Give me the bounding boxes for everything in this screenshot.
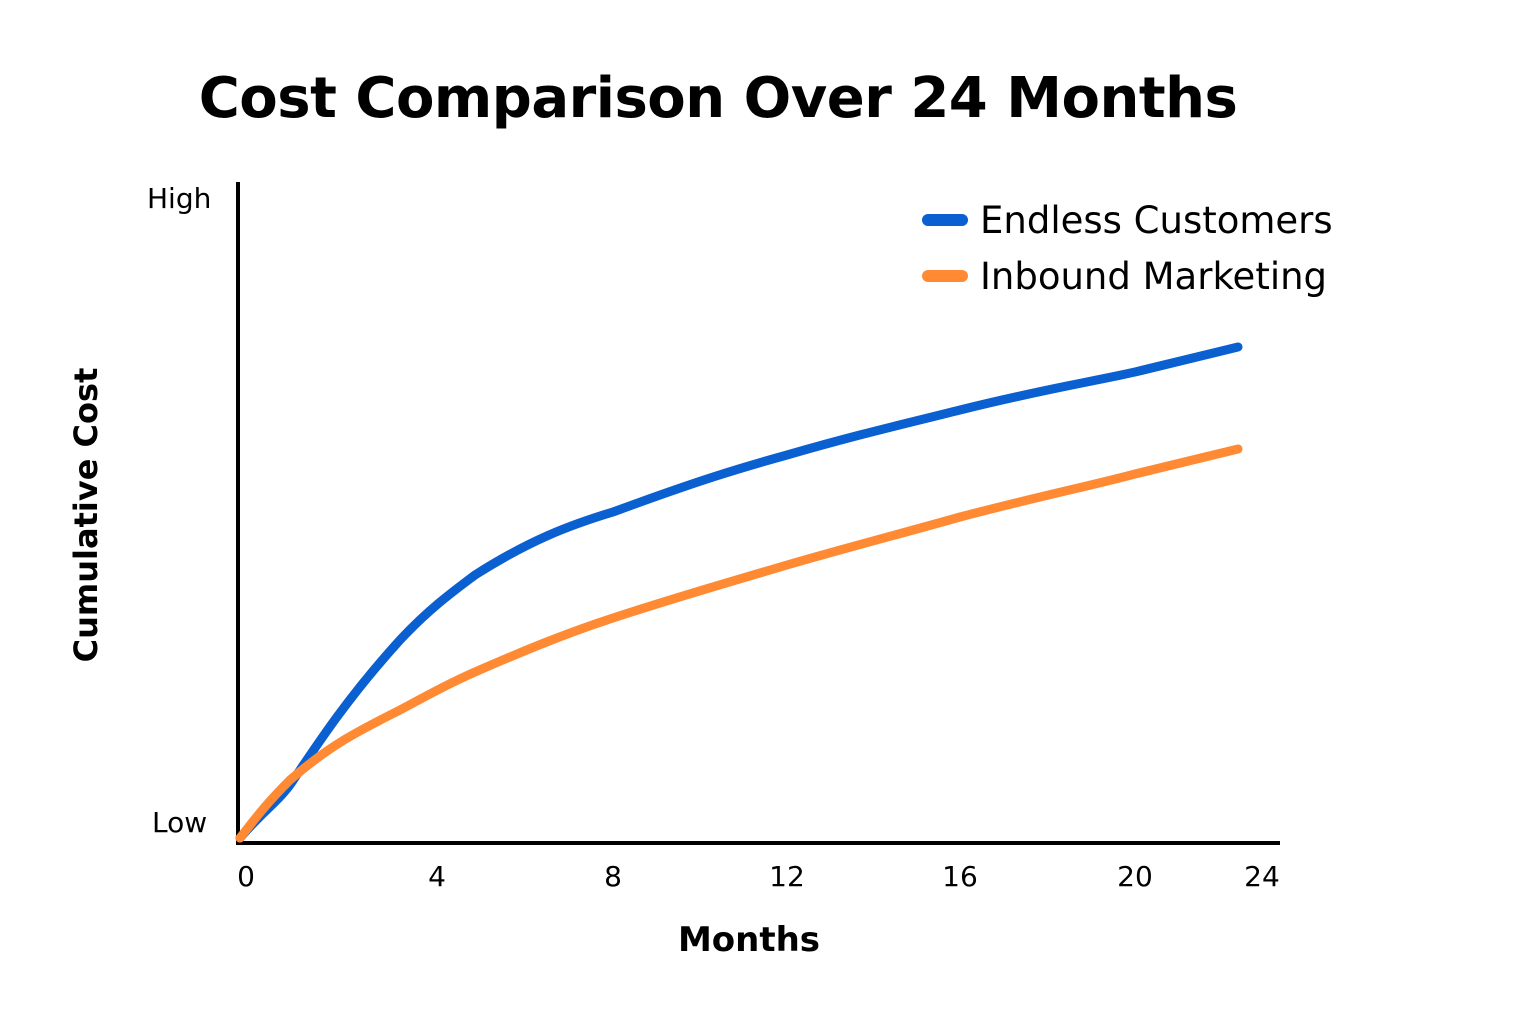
x-tick-12: 12 (769, 860, 805, 893)
y-tick-high: High (147, 182, 212, 215)
x-tick-4: 4 (428, 860, 446, 893)
legend-swatch-blue (922, 214, 968, 226)
x-tick-0: 0 (237, 860, 255, 893)
series-line-endless-customers (235, 342, 1243, 843)
legend-label: Endless Customers (980, 198, 1333, 242)
x-tick-24: 24 (1244, 860, 1280, 893)
legend: Endless Customers Inbound Marketing (922, 192, 1333, 304)
series-line-inbound-marketing (235, 444, 1243, 843)
x-tick-8: 8 (604, 860, 622, 893)
chart-title: Cost Comparison Over 24 Months (198, 66, 1238, 131)
y-tick-low: Low (152, 806, 208, 839)
x-tick-16: 16 (942, 860, 978, 893)
legend-label: Inbound Marketing (980, 254, 1328, 298)
legend-item-inbound-marketing: Inbound Marketing (922, 248, 1333, 304)
legend-item-endless-customers: Endless Customers (922, 192, 1333, 248)
legend-swatch-orange (922, 270, 968, 282)
x-axis-label: Months (677, 920, 821, 960)
x-tick-20: 20 (1117, 860, 1153, 893)
